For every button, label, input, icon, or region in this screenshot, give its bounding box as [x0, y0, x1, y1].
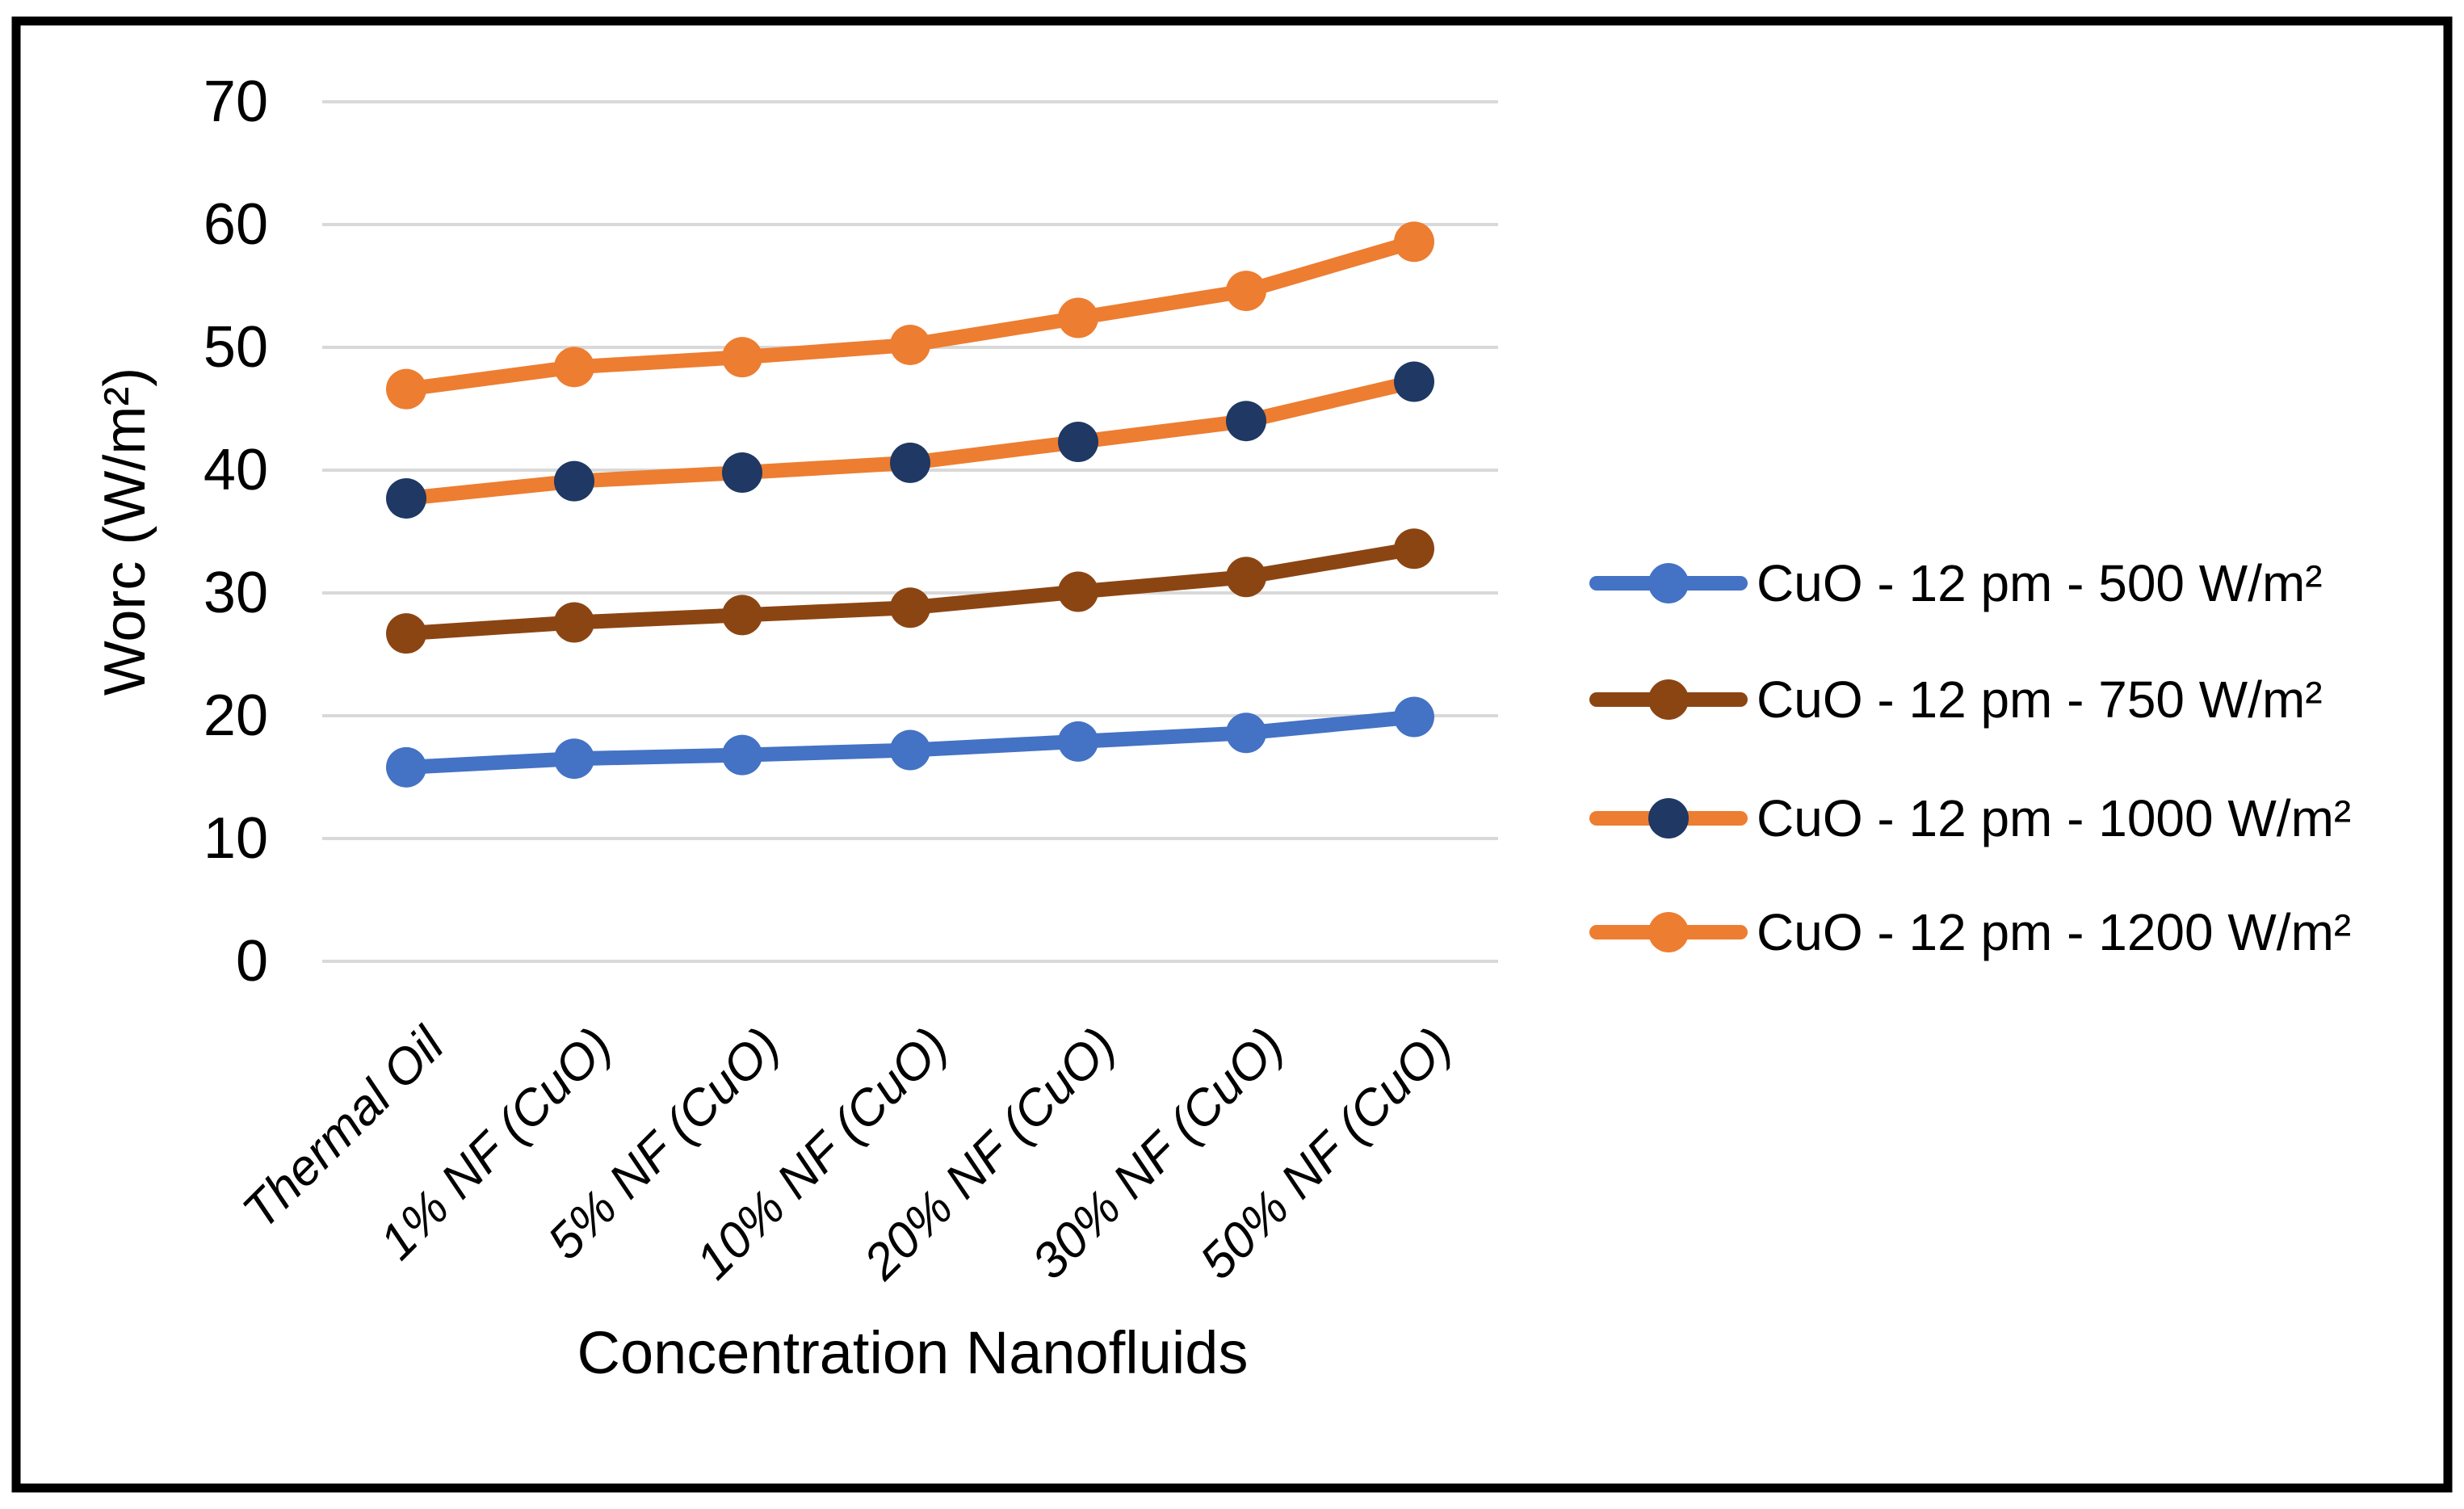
series-marker-CuO - 12 pm - 750 W/m²-50% NF (CuO) — [1394, 528, 1434, 570]
y-tick-label-60: 60 — [204, 192, 268, 257]
legend-label: CuO - 12 pm - 1200 W/m² — [1757, 903, 2351, 961]
legend-item-CuO - 12 pm - 1200 W/m²: CuO - 12 pm - 1200 W/m² — [1589, 903, 2351, 961]
series-marker-CuO - 12 pm - 500 W/m²-30% NF (CuO) — [1226, 712, 1266, 754]
series-marker-CuO - 12 pm - 1200 W/m²-20% NF (CuO) — [1058, 297, 1098, 338]
series-markers — [386, 221, 1434, 788]
series-marker-CuO - 12 pm - 500 W/m²-Thermal Oil — [386, 746, 426, 788]
series-marker-CuO - 12 pm - 1000 W/m²-5% NF (CuO) — [722, 452, 762, 494]
series-marker-CuO - 12 pm - 1200 W/m²-50% NF (CuO) — [1394, 221, 1434, 263]
legend-marker-sample — [1648, 679, 1689, 720]
series-marker-CuO - 12 pm - 1200 W/m²-Thermal Oil — [386, 368, 426, 410]
legend: CuO - 12 pm - 500 W/m² CuO - 12 pm - 750 … — [1589, 554, 2351, 961]
series-marker-CuO - 12 pm - 1000 W/m²-Thermal Oil — [386, 477, 426, 519]
legend-item-CuO - 12 pm - 750 W/m²: CuO - 12 pm - 750 W/m² — [1589, 670, 2323, 729]
series-marker-CuO - 12 pm - 750 W/m²-10% NF (CuO) — [890, 587, 930, 628]
series-marker-CuO - 12 pm - 750 W/m²-20% NF (CuO) — [1058, 571, 1098, 612]
series-marker-CuO - 12 pm - 1000 W/m²-10% NF (CuO) — [890, 442, 930, 483]
y-tick-label-30: 30 — [204, 561, 268, 625]
legend-label: CuO - 12 pm - 750 W/m² — [1757, 670, 2323, 729]
y-axis-tick-labels: 0 10 20 30 40 50 60 70 — [204, 69, 268, 994]
y-axis-title: Worc (W/m²) — [93, 368, 157, 696]
legend-marker-sample — [1648, 798, 1689, 839]
series-marker-CuO - 12 pm - 1200 W/m²-5% NF (CuO) — [722, 337, 762, 378]
series-marker-CuO - 12 pm - 750 W/m²-1% NF (CuO) — [554, 602, 594, 643]
y-tick-label-50: 50 — [204, 315, 268, 380]
legend-label: CuO - 12 pm - 1000 W/m² — [1757, 789, 2351, 847]
series-marker-CuO - 12 pm - 500 W/m²-10% NF (CuO) — [890, 729, 930, 771]
y-tick-label-20: 20 — [204, 683, 268, 748]
series-marker-CuO - 12 pm - 500 W/m²-50% NF (CuO) — [1394, 696, 1434, 738]
series-marker-CuO - 12 pm - 1200 W/m²-10% NF (CuO) — [890, 324, 930, 365]
series-marker-CuO - 12 pm - 1200 W/m²-30% NF (CuO) — [1226, 271, 1266, 312]
series-marker-CuO - 12 pm - 1000 W/m²-50% NF (CuO) — [1394, 361, 1434, 402]
legend-marker-sample — [1648, 912, 1689, 952]
y-tick-label-10: 10 — [204, 806, 268, 871]
series-marker-CuO - 12 pm - 500 W/m²-5% NF (CuO) — [722, 734, 762, 776]
series-marker-CuO - 12 pm - 1000 W/m²-1% NF (CuO) — [554, 460, 594, 502]
gridlines — [322, 100, 1498, 963]
y-tick-label-0: 0 — [236, 929, 268, 994]
y-tick-label-40: 40 — [204, 438, 268, 502]
outer-border — [11, 16, 2453, 1493]
series-marker-CuO - 12 pm - 500 W/m²-1% NF (CuO) — [554, 738, 594, 780]
series-marker-CuO - 12 pm - 750 W/m²-5% NF (CuO) — [722, 595, 762, 636]
series-marker-CuO - 12 pm - 1000 W/m²-20% NF (CuO) — [1058, 422, 1098, 463]
legend-marker-sample — [1648, 563, 1689, 603]
legend-item-CuO - 12 pm - 1000 W/m²: CuO - 12 pm - 1000 W/m² — [1589, 789, 2351, 847]
legend-label: CuO - 12 pm - 500 W/m² — [1757, 554, 2323, 612]
series-marker-CuO - 12 pm - 500 W/m²-20% NF (CuO) — [1058, 721, 1098, 762]
x-axis-title: Concentration Nanofluids — [577, 1319, 1249, 1386]
series-marker-CuO - 12 pm - 750 W/m²-Thermal Oil — [386, 613, 426, 654]
series-marker-CuO - 12 pm - 1000 W/m²-30% NF (CuO) — [1226, 401, 1266, 442]
y-tick-label-70: 70 — [204, 69, 268, 134]
legend-item-CuO - 12 pm - 500 W/m²: CuO - 12 pm - 500 W/m² — [1589, 554, 2323, 612]
series-marker-CuO - 12 pm - 1200 W/m²-1% NF (CuO) — [554, 347, 594, 388]
series-marker-CuO - 12 pm - 750 W/m²-30% NF (CuO) — [1226, 557, 1266, 598]
series-lines — [399, 234, 1421, 775]
